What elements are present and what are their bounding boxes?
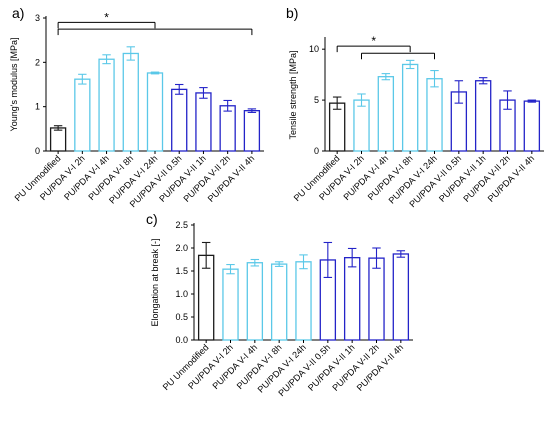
panel-letter: c) — [146, 211, 158, 227]
y-axis-title: Young's modulus [MPa] — [9, 38, 19, 132]
bar — [368, 257, 385, 341]
panel-c-elongation-at-break: c) 0.0 0.5 1.0 1.5 2.0 2.5 Elongation at break … — [146, 211, 413, 398]
bar — [122, 52, 139, 152]
panel-letter: a) — [12, 5, 24, 21]
y-tick-label: 0 — [35, 146, 40, 156]
bar — [474, 80, 492, 152]
y-axis-title: Tensile strength [MPa] — [288, 50, 298, 139]
bar — [146, 72, 164, 152]
bar — [219, 105, 236, 152]
y-tick-label: 2.5 — [175, 220, 188, 230]
bar — [328, 102, 346, 152]
bar — [343, 257, 361, 341]
y-tick-label: 1.5 — [175, 266, 188, 276]
y-tick-label: 10 — [309, 44, 319, 54]
bar — [246, 262, 264, 341]
bar — [49, 127, 67, 152]
bar — [523, 100, 541, 152]
bar — [243, 110, 261, 152]
bar — [222, 268, 239, 341]
bar — [392, 253, 410, 341]
bar — [195, 92, 212, 152]
y-tick-label: 0.5 — [175, 312, 188, 322]
y-tick-label: 0 — [314, 146, 319, 156]
bar — [401, 63, 419, 152]
bar — [353, 99, 370, 152]
bar — [171, 88, 188, 152]
panel-letter: b) — [286, 5, 298, 21]
bar — [270, 263, 288, 341]
significance-star: * — [371, 34, 376, 48]
significance-star: * — [104, 10, 109, 24]
y-tick-label: 2 — [35, 57, 40, 67]
y-tick-label: 1.0 — [175, 289, 188, 299]
bar — [426, 78, 443, 152]
bar — [295, 261, 312, 341]
y-tick-label: 0.0 — [175, 335, 188, 345]
bar — [98, 58, 115, 152]
y-tick-label: 5 — [314, 95, 319, 105]
bar — [377, 76, 395, 152]
y-tick-label: 2.0 — [175, 243, 188, 253]
y-axis-title: Elongation at break [-] — [150, 238, 160, 326]
y-tick-label: 3 — [35, 13, 40, 23]
bar — [74, 78, 91, 152]
y-tick-label: 1 — [35, 102, 40, 112]
